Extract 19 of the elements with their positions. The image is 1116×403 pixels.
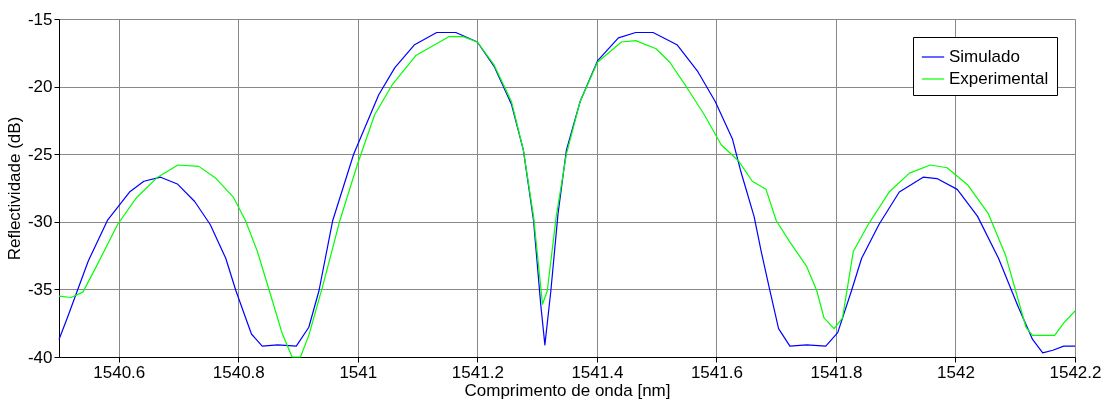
x-tick-label: 1542.2: [1049, 362, 1102, 382]
x-tick-label: 1541.8: [810, 362, 863, 382]
x-tick-label: 1541.6: [690, 362, 743, 382]
y-tick-label: -30: [27, 212, 53, 232]
y-tick-label: -20: [27, 77, 53, 97]
x-tick-label: 1540.8: [212, 362, 265, 382]
y-tick-label: -40: [27, 347, 53, 367]
legend-label: Simulado: [949, 47, 1020, 66]
legend-label: Experimental: [949, 69, 1049, 88]
y-tick-label: -15: [27, 9, 53, 29]
y-axis-title: Reflectividade (dB): [4, 116, 24, 261]
x-tick-label: 1540.6: [93, 362, 146, 382]
x-tick-label: 1541.4: [571, 362, 624, 382]
x-tick-label: 1542: [937, 362, 975, 382]
x-tick-label: 1541: [339, 362, 378, 382]
x-axis-title: Comprimento de onda [nm]: [464, 380, 671, 400]
x-tick-label: 1541.2: [451, 362, 504, 382]
y-tick-label: -35: [27, 279, 53, 299]
y-tick-label: -25: [27, 144, 53, 164]
